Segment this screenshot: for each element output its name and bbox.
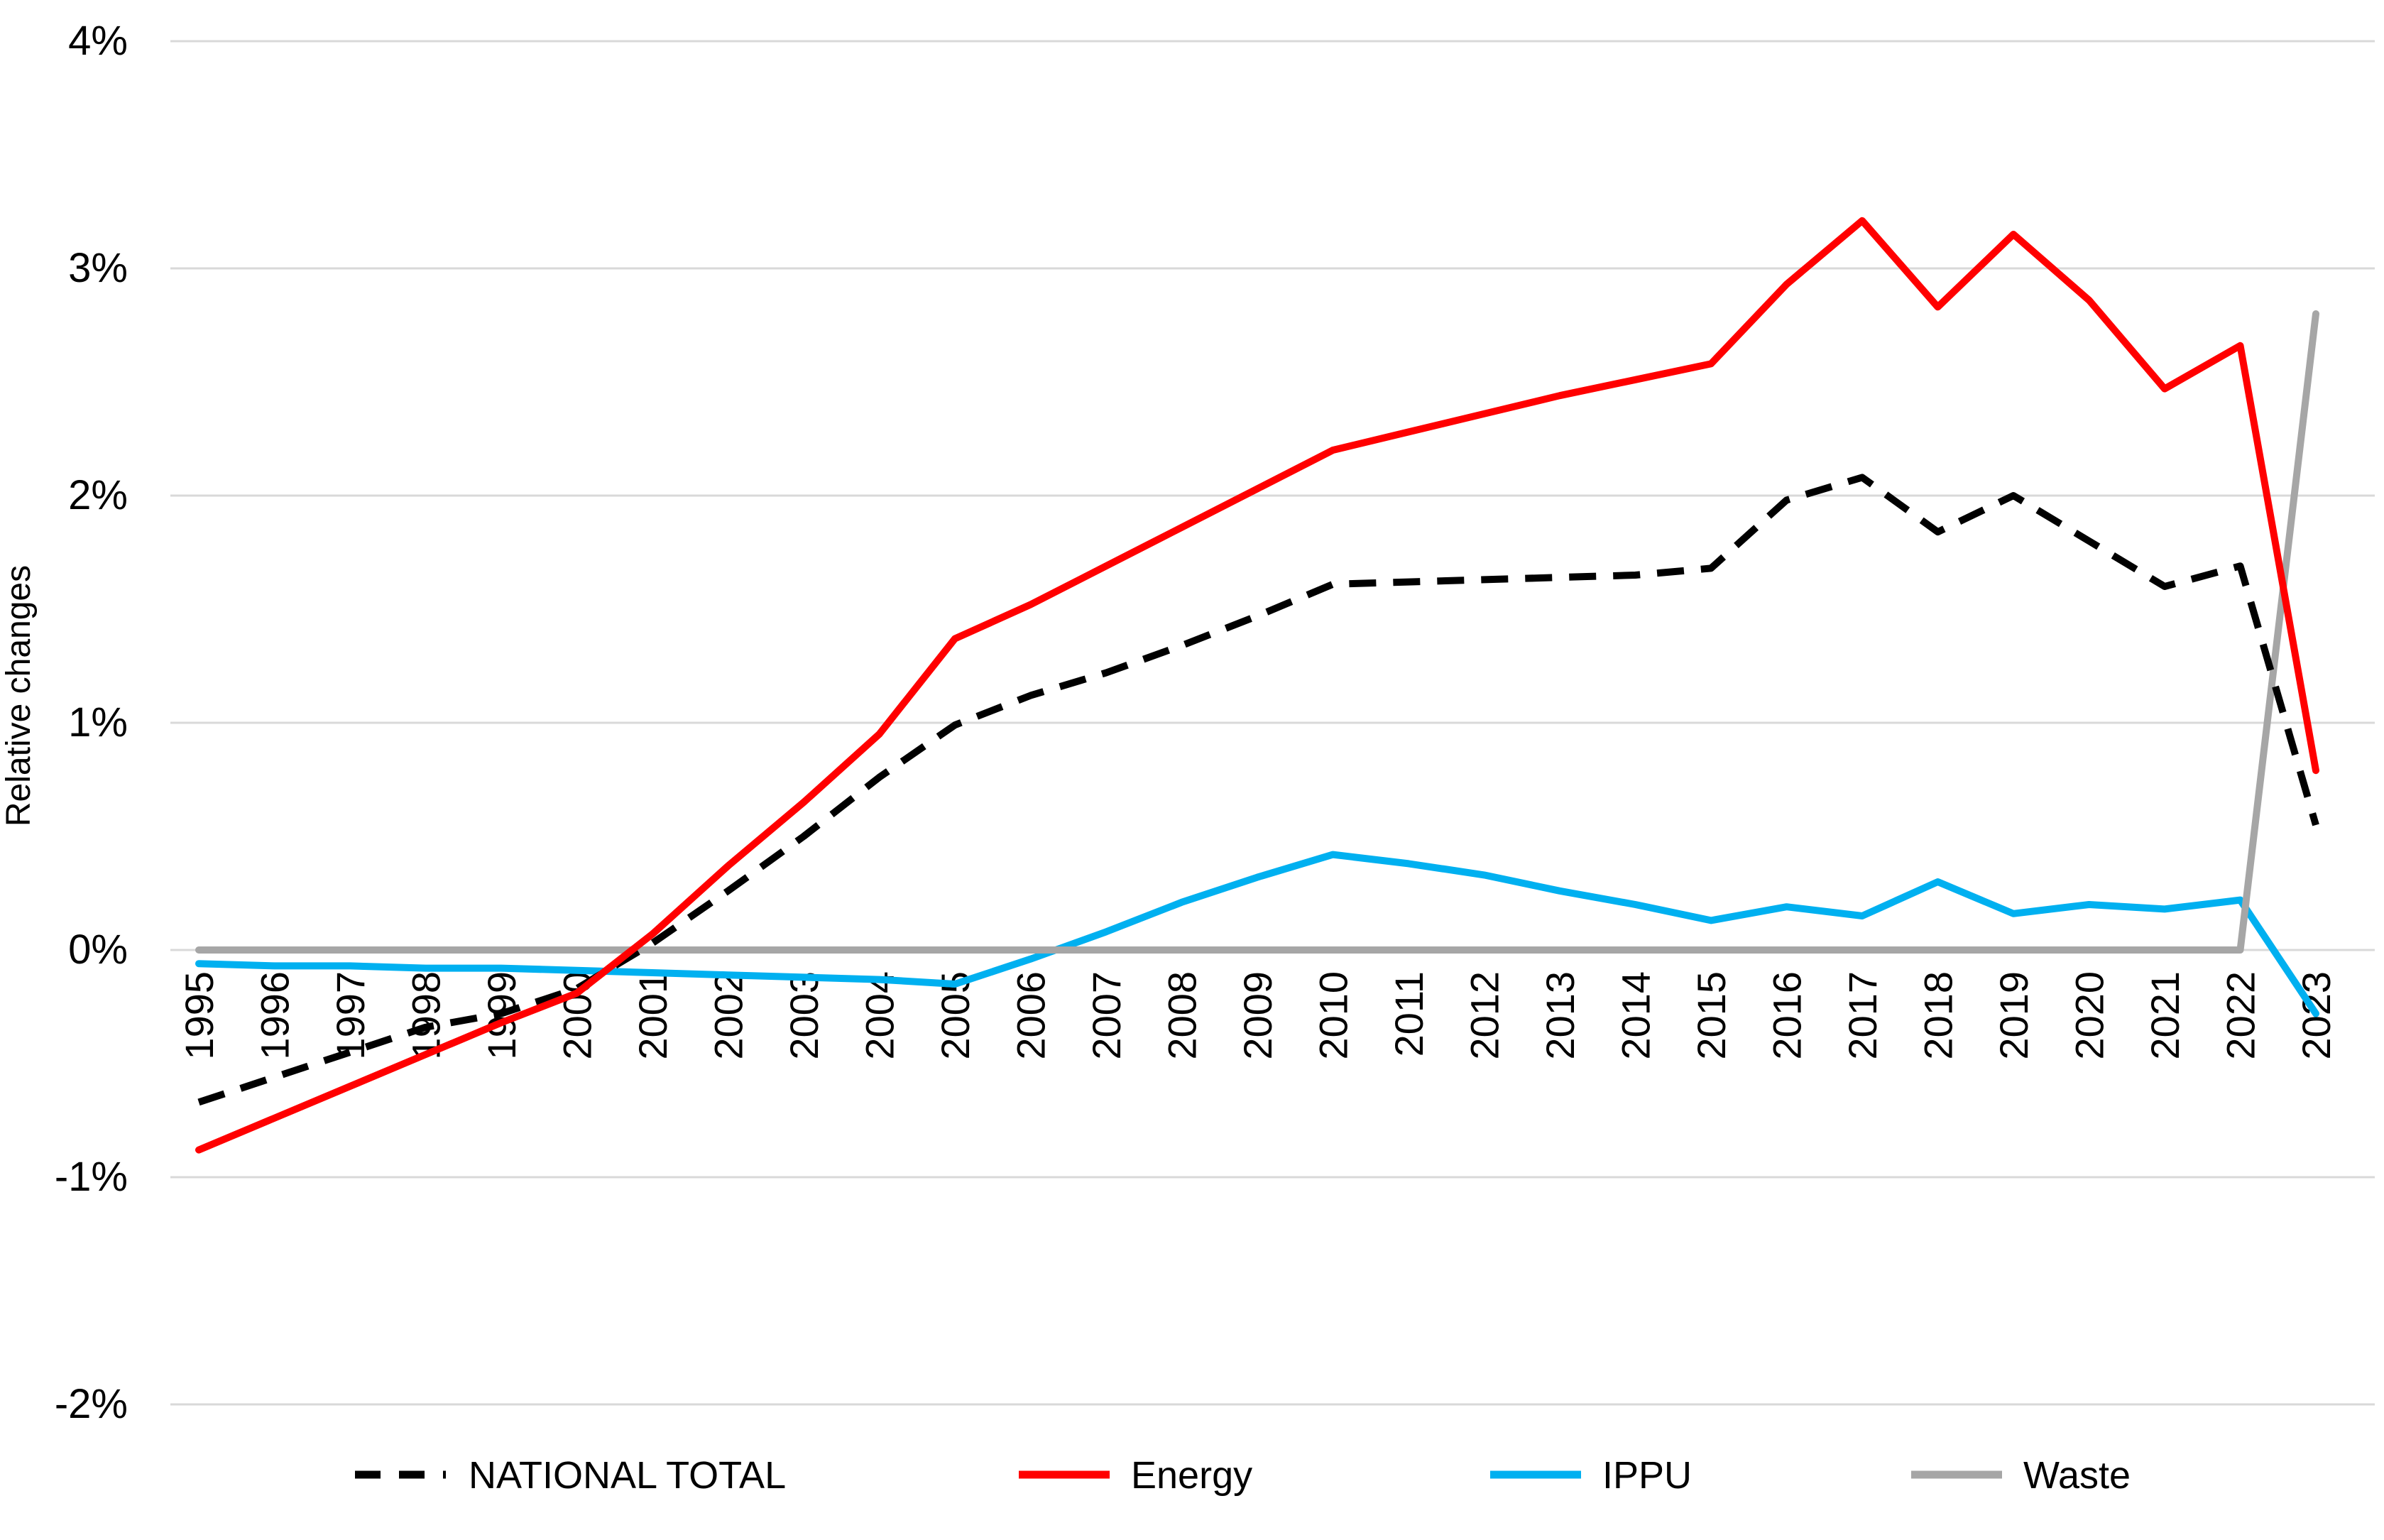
x-axis-tick-labels: 1995 1996 1997 1998 1999 2000 2001 2002 2003 2004…: [177, 971, 2339, 1060]
data-series: [195, 217, 2319, 1154]
series-line-energy: [195, 217, 2319, 1154]
x-tick-label: 2018: [1916, 971, 1961, 1060]
y-axis-title: Relative changes: [0, 565, 38, 826]
series-line-ippu: [195, 851, 2319, 1017]
x-tick-label: 2002: [706, 971, 751, 1060]
x-tick-label: 2014: [1614, 971, 1658, 1060]
x-tick-label: 2004: [858, 971, 902, 1060]
x-tick-label: 2021: [2143, 971, 2187, 1060]
x-tick-label: 2011: [1387, 971, 1431, 1056]
y-tick-label: 4%: [68, 18, 128, 64]
x-tick-label: 1997: [328, 971, 373, 1060]
x-tick-label: 2008: [1160, 971, 1205, 1060]
y-tick-label: -1%: [55, 1154, 128, 1200]
x-tick-label: 2012: [1462, 971, 1507, 1060]
x-tick-label: 2016: [1765, 971, 1810, 1060]
y-axis-tick-labels: 4% 3% 2% 1% 0% -1% -2%: [55, 18, 128, 1427]
x-tick-label: 2006: [1009, 971, 1054, 1060]
legend-label-waste: Waste: [2023, 1454, 2131, 1497]
legend-label-energy: Energy: [1131, 1454, 1252, 1497]
legend-label-ippu: IPPU: [1602, 1454, 1692, 1497]
x-tick-label: 2010: [1311, 971, 1356, 1060]
x-tick-label: 2019: [1991, 971, 2036, 1060]
x-tick-label: 2003: [782, 971, 826, 1060]
legend-label-national-total: NATIONAL TOTAL: [469, 1454, 786, 1497]
y-tick-label: -2%: [55, 1381, 128, 1427]
x-tick-label: 2009: [1235, 971, 1280, 1060]
y-tick-label: 2%: [68, 472, 128, 518]
x-tick-label: 1996: [253, 971, 297, 1060]
gridlines: [170, 40, 2375, 1406]
x-tick-label: 2020: [2067, 971, 2112, 1060]
x-tick-label: 2022: [2219, 971, 2263, 1060]
series-line-national-total: [197, 474, 2319, 1106]
y-tick-label: 1%: [68, 699, 128, 746]
y-tick-label: 0%: [68, 927, 128, 973]
x-tick-label: 2001: [630, 971, 675, 1060]
series-line-waste: [195, 310, 2319, 954]
x-tick-label: 2015: [1689, 971, 1734, 1060]
x-tick-label: 2013: [1538, 971, 1582, 1060]
x-tick-label: 2007: [1084, 971, 1129, 1060]
y-tick-label: 3%: [68, 245, 128, 291]
legend: NATIONAL TOTAL Energy IPPU Waste: [355, 1454, 2131, 1497]
x-tick-label: 2017: [1840, 971, 1885, 1060]
x-tick-label: 1995: [177, 971, 222, 1060]
